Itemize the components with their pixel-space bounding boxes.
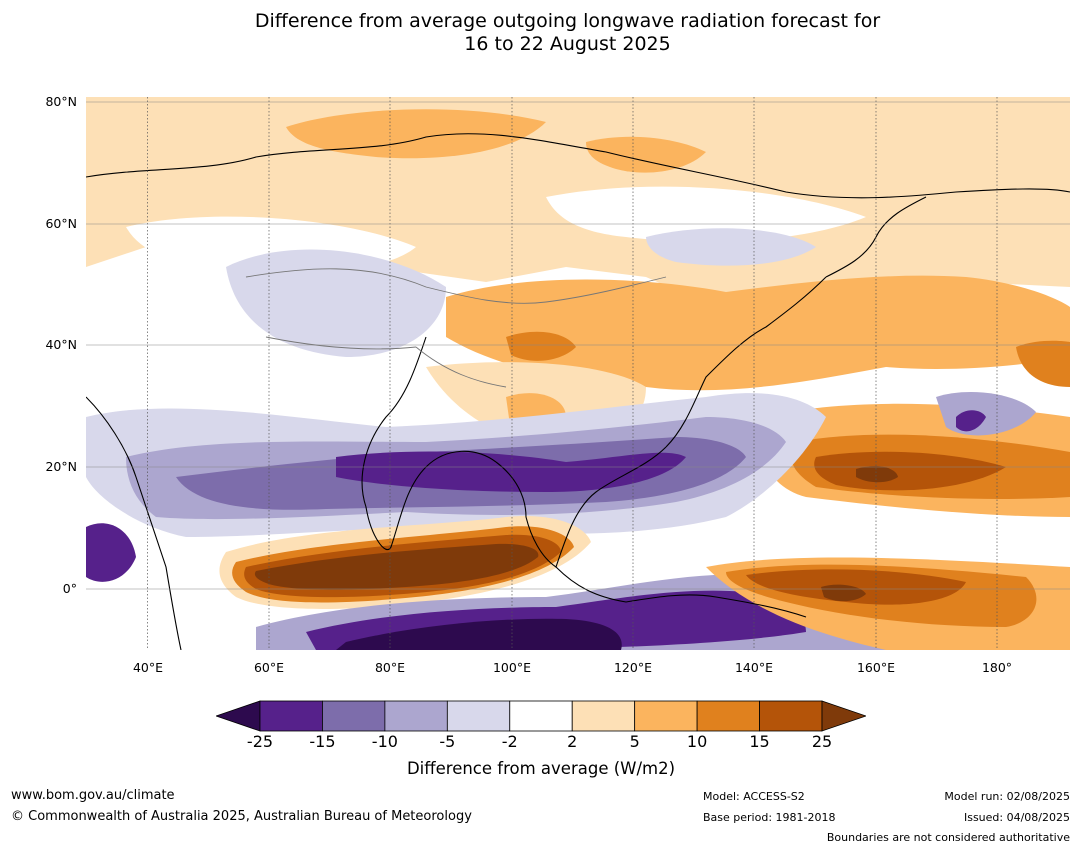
chart-title-line2: 16 to 22 August 2025	[464, 33, 671, 55]
lon-label: 160°E	[856, 660, 895, 675]
anomaly-map	[86, 97, 1070, 650]
lon-label: 80°E	[374, 660, 406, 675]
colorbar	[216, 700, 866, 732]
anomaly-region-midlat-dark-orange	[506, 331, 576, 361]
colorbar-segment	[384, 700, 448, 732]
colorbar-segment	[634, 700, 698, 732]
colorbar-tick-label: 15	[749, 732, 770, 751]
lon-label: 120°E	[613, 660, 652, 675]
anomaly-region-maritime-darkest	[336, 618, 622, 650]
lat-label: 40°N	[45, 337, 77, 352]
anomaly-region-mongolia-purple	[646, 228, 816, 266]
colorbar-extend-low	[216, 700, 261, 732]
lon-label: 140°E	[734, 660, 773, 675]
footer-issued: Issued: 04/08/2025	[963, 811, 1070, 824]
colorbar-segment	[571, 700, 636, 732]
lon-label: 60°E	[253, 660, 285, 675]
footer-disclaimer: Boundaries are not considered authoritat…	[826, 831, 1070, 844]
anomaly-region-africa-dark-purple	[86, 523, 136, 582]
anomaly-region-wpac-darkest	[856, 466, 898, 483]
chart-title: Difference from average outgoing longwav…	[0, 10, 1081, 56]
footer-base-period: Base period: 1981-2018	[703, 811, 836, 824]
anomaly-region-south-asia-dark-purple	[336, 451, 686, 492]
anomaly-region-central-asia-purple	[226, 249, 446, 357]
colorbar-segment	[509, 700, 573, 732]
anomaly-region-midlat-orange	[446, 275, 1070, 391]
anomaly-region-siberia-orange	[286, 109, 546, 159]
colorbar-tick-label: 25	[811, 732, 833, 751]
lon-label: 180°	[981, 660, 1013, 675]
footer-copyright: © Commonwealth of Australia 2025, Austra…	[11, 809, 472, 824]
colorbar-segment	[696, 700, 760, 732]
anomaly-region-wpac-brown	[814, 451, 1006, 491]
anomaly-map-canvas	[86, 97, 1070, 650]
graticule	[86, 97, 1070, 650]
anomaly-region-siberia-orange-2	[586, 136, 706, 173]
colorbar-segment	[446, 700, 511, 732]
footer-url: www.bom.gov.au/climate	[11, 788, 175, 803]
colorbar-tick-label: -15	[309, 732, 336, 751]
colorbar-tick-label: -25	[246, 732, 274, 751]
colorbar-tick-label: 5	[629, 732, 640, 751]
lat-label: 0°	[62, 581, 77, 596]
colorbar-extend-high	[821, 700, 866, 732]
anomaly-region-pacific-north-dark	[1016, 340, 1070, 387]
lat-label: 80°N	[45, 94, 77, 109]
anomaly-region-north-white-2	[546, 186, 866, 242]
colorbar-tick-label: -5	[439, 732, 456, 751]
colorbar-tick-label: 2	[567, 732, 578, 751]
lat-label: 60°N	[45, 216, 77, 231]
lat-label: 20°N	[45, 459, 77, 474]
colorbar-segment	[259, 700, 323, 732]
lon-label: 40°E	[132, 660, 164, 675]
anomaly-region-indian-ocean-darkest	[254, 543, 539, 590]
footer-model: Model: ACCESS-S2	[703, 790, 805, 803]
anomaly-region-wpac-purple-core	[956, 410, 986, 432]
chart-title-line1: Difference from average outgoing longwav…	[254, 10, 881, 32]
anomaly-region-swpac-brown	[746, 569, 966, 605]
colorbar-segment	[322, 700, 386, 732]
national-borders	[245, 268, 667, 388]
footer-model-run: Model run: 02/08/2025	[944, 790, 1070, 803]
lon-label: 100°E	[492, 660, 531, 675]
colorbar-tick-label: -2	[501, 732, 518, 751]
colorbar-label: Difference from average (W/m2)	[406, 759, 676, 778]
coastlines	[86, 133, 1070, 650]
colorbar-tick-label: -10	[371, 732, 398, 751]
colorbar-segment	[759, 700, 823, 732]
colorbar-tick-label: 10	[686, 732, 708, 751]
